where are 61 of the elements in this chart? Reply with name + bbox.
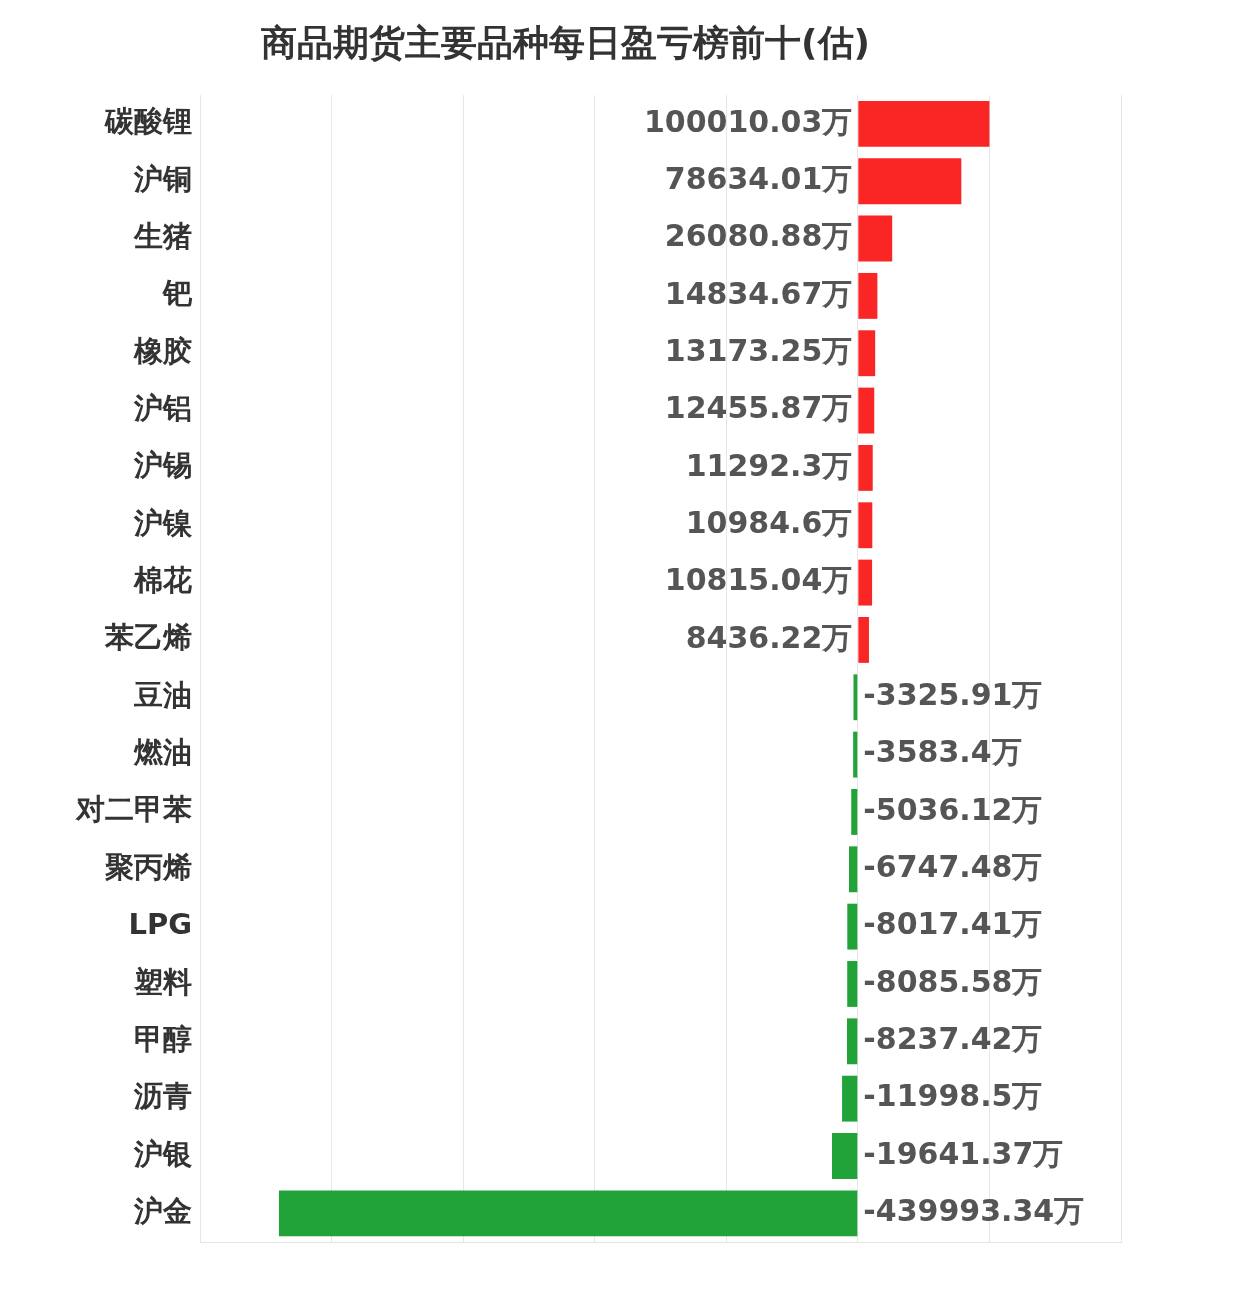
data-label: 10984.6万	[685, 505, 853, 541]
y-tick-label: 苯乙烯	[104, 620, 192, 655]
data-label: 78634.01万	[664, 161, 853, 197]
bar	[848, 846, 858, 893]
y-tick-label: 豆油	[133, 677, 192, 712]
chart-title: 商品期货主要品种每日盈亏榜前十(估)	[261, 21, 870, 63]
data-label: 11292.3万	[685, 447, 853, 483]
y-tick-label: 沪锡	[133, 448, 192, 483]
bar	[847, 1018, 858, 1065]
y-tick-label: 生猪	[133, 219, 192, 254]
y-tick-label: 聚丙烯	[104, 849, 192, 884]
data-label: -439993.34万	[863, 1193, 1085, 1229]
y-tick-label: 沪镍	[133, 505, 193, 540]
bar	[858, 502, 873, 549]
y-tick-label: 沪金	[133, 1193, 192, 1228]
bar	[858, 330, 876, 377]
bar	[858, 215, 893, 262]
bar	[851, 789, 858, 835]
data-label: 13173.25万	[664, 333, 853, 369]
bar	[853, 731, 858, 778]
data-label: -11998.5万	[863, 1078, 1043, 1114]
data-label: -3583.4万	[863, 734, 1022, 770]
bar	[853, 674, 858, 721]
bar	[858, 444, 873, 491]
bar	[847, 903, 858, 950]
data-label: -5036.12万	[863, 791, 1043, 827]
bar	[858, 272, 878, 319]
bar	[858, 100, 990, 147]
data-label: 12455.87万	[664, 390, 853, 426]
y-tick-label: 沪银	[133, 1136, 192, 1171]
y-tick-label: 塑料	[133, 964, 192, 999]
y-tick-label: 沪铝	[133, 391, 192, 426]
y-tick-label: 钯	[162, 276, 193, 311]
bar	[858, 616, 869, 663]
data-label: -6747.48万	[863, 849, 1043, 885]
y-tick-label: 橡胶	[133, 333, 192, 368]
data-label: 100010.03万	[643, 103, 853, 139]
data-label: 26080.88万	[664, 218, 853, 254]
data-label: -8085.58万	[863, 963, 1043, 999]
y-tick-label: 碳酸锂	[104, 104, 192, 139]
y-tick-label: LPG	[128, 907, 192, 942]
bar	[278, 1190, 858, 1237]
y-tick-label: 燃油	[133, 735, 192, 770]
data-label: -19641.37万	[863, 1135, 1064, 1171]
y-tick-label: 甲醇	[134, 1021, 192, 1056]
data-label: -8237.42万	[863, 1021, 1043, 1057]
bar	[847, 961, 858, 1007]
bar	[858, 559, 873, 606]
data-label: -8017.41万	[863, 906, 1043, 942]
bar	[832, 1133, 858, 1179]
data-label: 14834.67万	[664, 275, 853, 311]
y-tick-label: 棉花	[133, 563, 192, 598]
data-label: -3325.91万	[863, 677, 1043, 713]
y-tick-label: 沪铜	[133, 161, 192, 196]
bar	[842, 1075, 858, 1122]
data-label: 8436.22万	[685, 619, 853, 655]
data-label: 10815.04万	[664, 562, 853, 598]
bar	[858, 158, 962, 205]
y-tick-label: 对二甲苯	[75, 792, 192, 827]
y-tick-label: 沥青	[133, 1079, 192, 1114]
bar	[858, 387, 875, 434]
